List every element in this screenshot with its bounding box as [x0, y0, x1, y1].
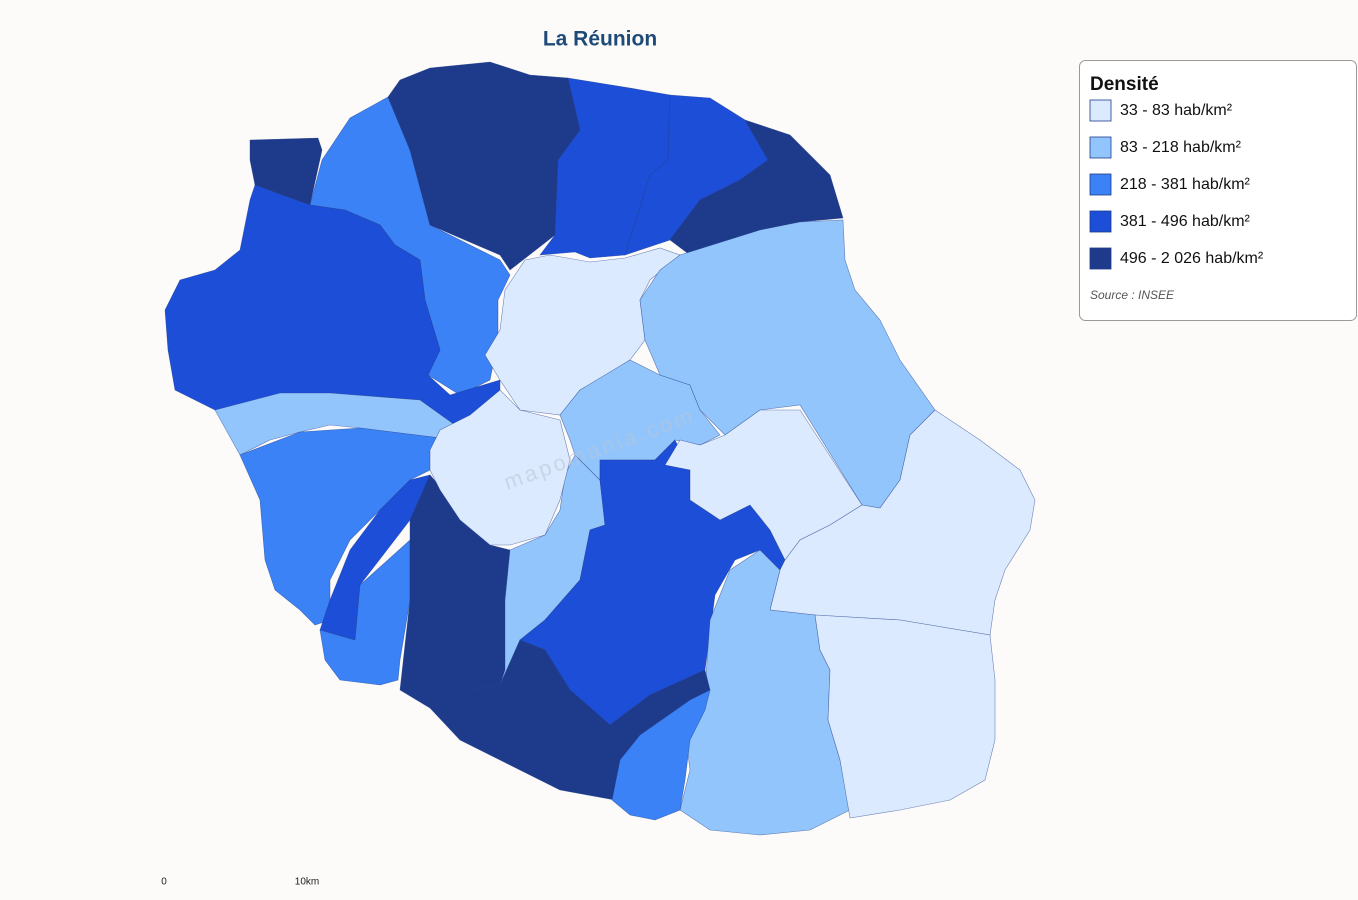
region: [814, 614, 996, 819]
legend-swatch: [1089, 247, 1112, 270]
region: [429, 639, 711, 801]
legend-label: 218 - 381 hab/km²: [1120, 176, 1251, 193]
scale-start: 0: [161, 877, 167, 888]
legend-label: 496 - 2 026 hab/km²: [1120, 250, 1264, 267]
region: [319, 539, 411, 686]
region: [559, 359, 721, 481]
region: [769, 409, 1036, 636]
legend-swatch: [1089, 210, 1112, 233]
legend-source: Source : INSEE: [1090, 288, 1175, 302]
region: [239, 427, 441, 626]
region: [429, 389, 571, 546]
legend-swatch: [1089, 136, 1112, 159]
legend-swatch: [1089, 99, 1112, 122]
legend-label: 381 - 496 hab/km²: [1120, 213, 1251, 230]
legend-title: Densité: [1090, 74, 1159, 95]
regions: [164, 61, 1036, 836]
legend-label: 83 - 218 hab/km²: [1120, 139, 1242, 156]
legend-box: [1079, 60, 1357, 321]
map-title: La Réunion: [543, 28, 657, 51]
legend-items: 33 - 83 hab/km² 83 - 218 hab/km² 218 - 381…: [1089, 99, 1264, 270]
legend-label: 33 - 83 hab/km²: [1120, 102, 1233, 119]
legend-swatch: [1089, 173, 1112, 196]
region: [611, 689, 711, 821]
scale-end: 10km: [295, 877, 319, 888]
